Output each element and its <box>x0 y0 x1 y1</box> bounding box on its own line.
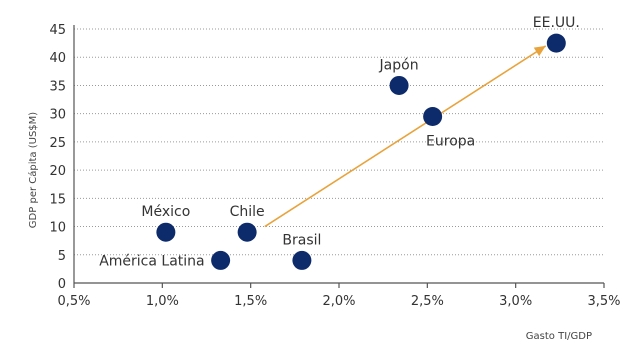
trend-arrow-group <box>264 45 547 228</box>
x-tick-label: 3,5% <box>587 294 620 309</box>
data-point-europa <box>423 106 443 126</box>
point-label: Brasil <box>282 232 321 248</box>
point-label: Chile <box>230 204 265 220</box>
point-label: EE.UU. <box>533 15 580 31</box>
y-tick-label: 10 <box>49 221 66 236</box>
trend-arrow-head <box>533 45 546 57</box>
data-point-jap-n <box>389 75 409 95</box>
point-labels: México América Latina Chile Brasil Japón Euro… <box>99 15 580 269</box>
data-points <box>156 33 566 270</box>
y-tick-label: 0 <box>58 277 66 292</box>
data-point-am-rica-latina <box>211 250 231 270</box>
x-tick-label: 0,5% <box>57 294 90 309</box>
point-label: América Latina <box>99 253 204 269</box>
x-tick-label: 2,0% <box>322 294 355 309</box>
point-label: Europa <box>426 133 475 149</box>
trend-arrow <box>264 45 547 228</box>
y-tick-label: 30 <box>49 108 66 123</box>
x-tick-label: 3,0% <box>499 294 532 309</box>
y-axis-title: GDP per Cápita (US$M) <box>27 112 39 228</box>
x-tick-label: 1,5% <box>234 294 267 309</box>
data-point-brasil <box>292 250 312 270</box>
x-tick-label: 2,5% <box>411 294 444 309</box>
y-tick-label: 25 <box>49 136 66 151</box>
gridlines <box>74 28 604 256</box>
y-tick-label: 40 <box>49 51 66 66</box>
axes <box>73 25 605 288</box>
y-tick-label: 15 <box>49 192 66 207</box>
x-tick-labels: 0,5% 1,0% 1,5% 2,0% 2,5% 3,0% 3,5% <box>57 294 620 309</box>
x-axis-title: Gasto TI/GDP <box>526 331 592 342</box>
y-tick-labels: 0 5 10 15 20 25 30 35 40 45 <box>49 23 66 292</box>
point-label: Japón <box>379 57 419 73</box>
y-tick-label: 20 <box>49 164 66 179</box>
data-point-m-xico <box>156 222 176 242</box>
x-tick-label: 1,0% <box>146 294 179 309</box>
data-point-ee-uu- <box>546 33 566 53</box>
data-point-chile <box>237 222 257 242</box>
point-label: México <box>141 204 190 220</box>
y-tick-label: 5 <box>58 249 66 264</box>
y-tick-label: 35 <box>49 79 66 94</box>
y-tick-label: 45 <box>49 23 66 38</box>
